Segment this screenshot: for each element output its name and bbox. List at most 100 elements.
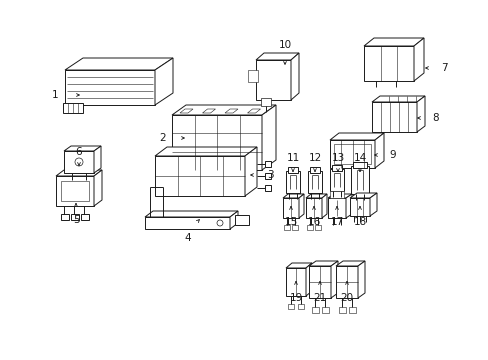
Polygon shape — [374, 133, 383, 168]
Text: 18: 18 — [353, 217, 366, 227]
Bar — [287, 167, 297, 173]
Bar — [235, 215, 248, 225]
Bar — [283, 198, 298, 218]
Text: 9: 9 — [389, 150, 395, 160]
Polygon shape — [330, 261, 337, 298]
Polygon shape — [349, 193, 376, 198]
Bar — [321, 307, 328, 313]
Bar — [329, 169, 343, 191]
Polygon shape — [305, 194, 326, 198]
Bar — [285, 268, 305, 296]
Text: 3: 3 — [266, 170, 273, 180]
Bar — [61, 181, 89, 201]
Bar — [348, 307, 355, 313]
Bar — [333, 144, 370, 164]
Text: 13: 13 — [331, 153, 344, 163]
Polygon shape — [369, 193, 376, 216]
Bar — [261, 98, 270, 106]
Polygon shape — [335, 261, 364, 266]
Bar — [63, 103, 83, 113]
Polygon shape — [244, 147, 257, 196]
Bar — [61, 214, 69, 220]
Text: 6: 6 — [76, 147, 82, 157]
Polygon shape — [172, 105, 275, 115]
Polygon shape — [262, 105, 275, 170]
Bar — [314, 225, 320, 230]
Text: 2: 2 — [160, 133, 166, 143]
Bar — [64, 151, 94, 173]
Polygon shape — [155, 58, 173, 105]
Bar — [172, 115, 262, 170]
Bar — [329, 140, 374, 168]
Polygon shape — [371, 96, 424, 102]
Text: 15: 15 — [284, 217, 297, 227]
Bar — [284, 225, 289, 230]
Polygon shape — [305, 263, 311, 296]
Polygon shape — [329, 133, 383, 140]
Bar — [155, 156, 244, 196]
Bar — [287, 304, 293, 309]
Polygon shape — [363, 38, 423, 46]
Bar — [309, 167, 319, 173]
Bar — [327, 198, 346, 218]
Bar — [264, 185, 270, 191]
Bar — [297, 304, 304, 309]
Text: 20: 20 — [340, 293, 353, 303]
Text: 1: 1 — [52, 90, 58, 100]
Bar — [329, 191, 343, 198]
Text: 10: 10 — [278, 40, 291, 50]
Bar — [256, 60, 290, 100]
Polygon shape — [65, 58, 173, 70]
Text: 12: 12 — [308, 153, 321, 163]
Polygon shape — [94, 146, 101, 173]
Bar — [264, 161, 270, 167]
Polygon shape — [256, 53, 298, 60]
Text: 17: 17 — [330, 217, 343, 227]
Bar — [363, 46, 413, 81]
Polygon shape — [285, 263, 311, 268]
Polygon shape — [180, 109, 193, 113]
Polygon shape — [357, 261, 364, 298]
Text: 14: 14 — [353, 153, 366, 163]
Bar — [307, 171, 321, 193]
Bar — [335, 266, 357, 298]
Polygon shape — [327, 194, 351, 198]
Bar — [308, 266, 330, 298]
Bar — [81, 214, 89, 220]
Polygon shape — [202, 109, 215, 113]
Text: 19: 19 — [289, 293, 302, 303]
Polygon shape — [94, 170, 102, 206]
Bar — [305, 198, 321, 218]
Polygon shape — [283, 194, 304, 198]
Bar — [285, 171, 299, 193]
Text: 21: 21 — [313, 293, 326, 303]
Text: 4: 4 — [184, 233, 191, 243]
Bar — [71, 214, 79, 220]
Polygon shape — [308, 261, 337, 266]
Bar — [349, 198, 369, 216]
Bar — [306, 225, 312, 230]
Polygon shape — [321, 194, 326, 218]
Polygon shape — [247, 109, 260, 113]
Text: 7: 7 — [440, 63, 447, 73]
Bar — [311, 307, 318, 313]
Bar — [291, 225, 297, 230]
Polygon shape — [145, 211, 238, 217]
Polygon shape — [229, 211, 238, 229]
Polygon shape — [224, 109, 238, 113]
Bar — [352, 162, 366, 168]
Bar — [331, 165, 341, 171]
Polygon shape — [346, 194, 351, 218]
Bar — [371, 102, 416, 132]
Bar — [145, 217, 229, 229]
Text: 11: 11 — [286, 153, 299, 163]
Bar — [247, 70, 258, 82]
Text: 8: 8 — [432, 113, 438, 123]
Bar — [350, 166, 368, 194]
Text: 16: 16 — [307, 217, 320, 227]
Bar — [56, 176, 94, 206]
Polygon shape — [416, 96, 424, 132]
Bar — [338, 307, 346, 313]
Polygon shape — [64, 146, 101, 151]
Polygon shape — [155, 147, 257, 156]
